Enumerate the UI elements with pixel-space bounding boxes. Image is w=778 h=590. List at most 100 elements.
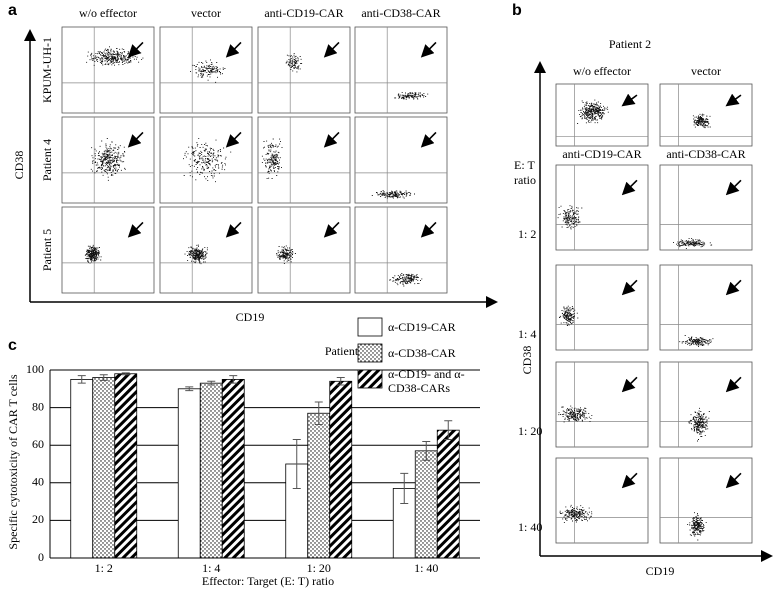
cell-dots — [86, 46, 144, 66]
y-tick-label: 100 — [26, 362, 44, 376]
row-label: 1: 4 — [518, 327, 536, 341]
legend-swatch — [357, 343, 383, 363]
flow-plot — [659, 361, 753, 448]
error-bar — [400, 472, 409, 504]
y-axis-label: Specific cytotoxicity of CAR T cells — [6, 374, 20, 550]
flow-plot — [354, 116, 448, 204]
y-tick-label: 40 — [32, 475, 44, 489]
arrow — [725, 279, 742, 296]
error-bar — [77, 375, 86, 384]
arrow — [323, 131, 340, 148]
bar — [414, 450, 438, 559]
arrow — [127, 41, 144, 58]
error-bar — [336, 377, 345, 386]
column-title: anti-CD19-CAR — [264, 6, 343, 20]
column-title: anti-CD38-CAR — [361, 6, 440, 20]
column-title: vector — [691, 64, 721, 78]
error-bar — [185, 386, 194, 392]
flow-plot — [257, 116, 351, 204]
column-title: w/o effector — [79, 6, 137, 20]
cell-dots — [394, 91, 429, 100]
cell-dots — [371, 190, 415, 199]
panel-label: c — [8, 337, 17, 354]
cell-dots — [558, 405, 593, 423]
cell-dots — [184, 244, 208, 265]
arrow — [725, 472, 742, 489]
x-tick-label: 1: 4 — [202, 561, 220, 575]
flow-plot — [659, 457, 753, 544]
arrow — [225, 41, 242, 58]
row-label: 1: 2 — [518, 227, 536, 241]
error-bar — [99, 374, 108, 381]
y-tick-label: 0 — [38, 550, 44, 564]
flow-plot — [555, 264, 649, 351]
row-label: KPUM-UH-1 — [40, 37, 54, 103]
column-title: anti-CD19-CAR — [562, 147, 641, 161]
arrow — [725, 93, 742, 107]
cell-dots — [285, 53, 303, 73]
arrow — [725, 179, 742, 196]
legend-swatch — [357, 369, 383, 389]
column-title: vector — [191, 6, 221, 20]
flow-plot — [61, 206, 155, 294]
panel-label: b — [512, 2, 522, 19]
cell-dots — [183, 137, 232, 183]
arrow — [725, 376, 742, 393]
x-tick-label: 1: 40 — [414, 561, 438, 575]
flow-plot — [257, 26, 351, 114]
flow-plot — [555, 457, 649, 544]
arrow — [621, 376, 638, 393]
flow-plot — [555, 361, 649, 448]
bar — [436, 429, 460, 559]
flow-plot — [354, 26, 448, 114]
axis-label: CD19 — [646, 564, 675, 578]
legend-label: α-CD19-CAR — [388, 320, 456, 334]
error-bar — [121, 372, 130, 376]
x-tick-label: 1: 2 — [95, 561, 113, 575]
flow-plot — [659, 264, 753, 351]
cell-dots — [190, 59, 226, 83]
arrow — [621, 93, 638, 107]
flow-plot — [257, 206, 351, 294]
row-header: E: T — [514, 158, 535, 172]
flow-plot — [61, 26, 155, 114]
bar — [307, 412, 331, 559]
flow-plot — [659, 164, 753, 251]
flow-plot — [354, 206, 448, 294]
flow-plot — [555, 164, 649, 251]
error-bar — [207, 380, 216, 386]
arrow — [420, 131, 437, 148]
row-label: 1: 40 — [518, 520, 542, 534]
arrow — [323, 221, 340, 238]
cell-dots — [557, 205, 583, 230]
x-tick-label: 1: 20 — [307, 561, 331, 575]
legend-label: α-CD19- and α-CD38-CARs — [388, 367, 465, 395]
axis-label: CD38 — [12, 151, 26, 180]
arrow — [323, 41, 340, 58]
column-title: w/o effector — [573, 64, 631, 78]
flow-plot — [159, 26, 253, 114]
arrow — [127, 131, 144, 148]
error-bar — [444, 420, 453, 441]
cell-dots — [577, 99, 609, 124]
arrow — [127, 221, 144, 238]
column-title: anti-CD38-CAR — [666, 147, 745, 161]
y-tick-label: 60 — [32, 437, 44, 451]
arrow — [420, 41, 437, 58]
cell-dots — [692, 113, 711, 129]
flow-plot — [159, 206, 253, 294]
error-bar — [422, 440, 431, 461]
row-header: ratio — [514, 173, 536, 187]
bar — [199, 382, 223, 559]
row-label: Patient 5 — [40, 229, 54, 271]
arrow — [225, 131, 242, 148]
arrow — [225, 221, 242, 238]
cell-dots — [679, 335, 714, 348]
y-tick-label: 80 — [32, 399, 44, 413]
y-tick-label: 20 — [32, 512, 44, 526]
cell-dots — [559, 305, 579, 326]
cell-dots — [90, 138, 126, 181]
bar — [221, 378, 245, 559]
cell-dots — [389, 273, 423, 287]
